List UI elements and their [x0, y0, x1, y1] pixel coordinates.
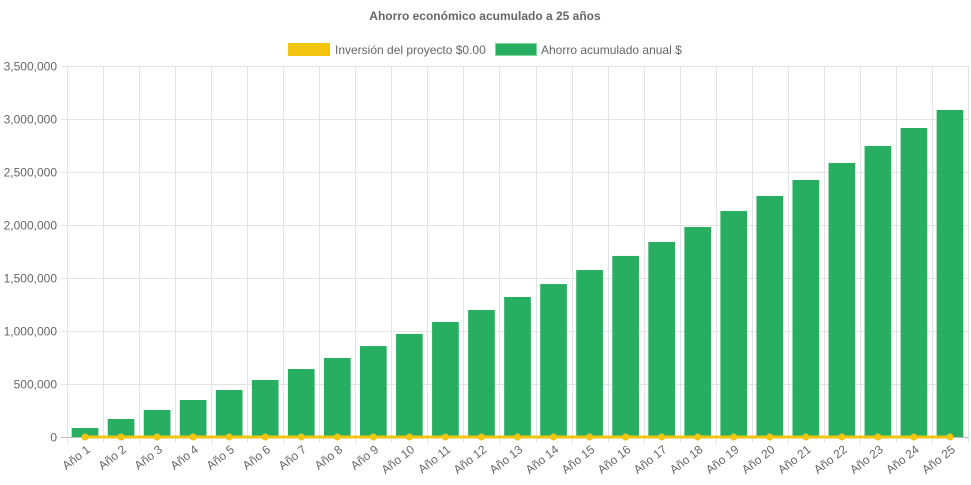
bar [323, 358, 351, 437]
bar [864, 146, 892, 437]
y-tick-label: 2,500,000 [4, 166, 58, 180]
investment-point [550, 433, 558, 441]
bar [432, 321, 459, 437]
x-tick-label: Año 10 [379, 442, 418, 477]
x-tick-label: Año 3 [132, 442, 166, 473]
x-tick-label: Año 15 [559, 442, 598, 477]
bar [792, 179, 820, 437]
x-tick-label: Año 1 [60, 442, 94, 473]
investment-point [117, 433, 125, 441]
investment-point [658, 433, 666, 441]
x-tick-label: Año 17 [631, 442, 670, 477]
bar [251, 379, 279, 437]
x-tick-label: Año 11 [415, 442, 453, 476]
y-tick-label: 500,000 [14, 378, 58, 392]
bar [720, 211, 748, 437]
bar [684, 227, 712, 437]
investment-line [81, 433, 954, 441]
y-tick-label: 2,000,000 [4, 219, 58, 233]
investment-point [622, 433, 630, 441]
bar [900, 128, 928, 437]
x-tick-label: Año 23 [847, 442, 886, 477]
grid [61, 66, 969, 443]
x-tick-label: Año 5 [204, 442, 238, 473]
bar [396, 333, 423, 437]
legend-label-investment[interactable]: Inversión del proyecto $0.00 [335, 43, 486, 57]
investment-point [910, 433, 918, 441]
x-tick-label: Año 22 [811, 442, 850, 477]
legend-swatch-savings[interactable] [495, 43, 537, 56]
bar [107, 418, 135, 437]
x-axis: Año 1 Año 2 Año 3 Año 4 Año 5 Año 6 Año 7 Año 8… [60, 442, 959, 477]
investment-point [81, 433, 89, 441]
x-tick-label: Año 7 [276, 442, 310, 473]
bars [71, 109, 964, 438]
bar [828, 162, 856, 438]
y-tick-label: 3,000,000 [4, 113, 58, 127]
x-tick-label: Año 14 [523, 442, 562, 477]
investment-point [586, 433, 594, 441]
bar [576, 270, 603, 437]
investment-point [369, 433, 377, 441]
bar [648, 241, 675, 437]
x-tick-label: Año 12 [451, 442, 490, 477]
investment-point [766, 433, 774, 441]
investment-point [153, 433, 161, 441]
investment-point [333, 433, 341, 441]
x-tick-label: Año 21 [775, 442, 814, 477]
x-tick-label: Año 25 [919, 442, 958, 477]
legend-label-savings[interactable]: Ahorro acumulado anual $ [541, 43, 682, 57]
bar [360, 346, 387, 437]
bar [468, 310, 495, 437]
legend: Inversión del proyecto $0.00 Ahorro acum… [288, 43, 682, 57]
investment-point [297, 433, 305, 441]
investment-point [874, 433, 882, 441]
y-tick-label: 1,500,000 [4, 272, 58, 286]
y-axis: 0 500,000 1,000,000 1,500,000 2,000,000 2,500… [4, 60, 58, 445]
investment-point [477, 433, 485, 441]
investment-point [946, 433, 954, 441]
x-tick-label: Año 4 [168, 442, 202, 473]
bar [936, 109, 964, 438]
x-tick-label: Año 13 [487, 442, 526, 477]
bar [143, 409, 171, 437]
bar [179, 400, 207, 437]
x-tick-label: Año 18 [667, 442, 706, 477]
x-tick-label: Año 8 [312, 442, 346, 473]
bar [71, 427, 99, 437]
bar [287, 369, 315, 437]
y-tick-label: 1,000,000 [4, 325, 58, 339]
bar [215, 390, 243, 437]
bar [756, 195, 784, 437]
investment-point [838, 433, 846, 441]
x-tick-label: Año 24 [883, 442, 922, 477]
y-tick-label: 3,500,000 [4, 60, 58, 74]
investment-point [405, 433, 413, 441]
bar [612, 255, 639, 437]
investment-point [802, 433, 810, 441]
x-tick-label: Año 16 [595, 442, 634, 477]
investment-point [730, 433, 738, 441]
x-tick-label: Año 6 [240, 442, 274, 473]
bar [540, 284, 567, 437]
investment-point [261, 433, 269, 441]
x-tick-label: Año 20 [739, 442, 778, 477]
x-tick-label: Año 19 [703, 442, 742, 477]
investment-point [225, 433, 233, 441]
x-tick-label: Año 2 [96, 442, 130, 473]
legend-swatch-investment[interactable] [288, 43, 330, 56]
investment-point [441, 433, 449, 441]
investment-point [514, 433, 521, 441]
bar [504, 296, 531, 437]
y-tick-label: 0 [50, 431, 57, 445]
x-tick-label: Año 9 [348, 442, 382, 473]
investment-point [189, 433, 197, 441]
chart-title: Ahorro económico acumulado a 25 años [369, 9, 601, 23]
investment-point [694, 433, 702, 441]
